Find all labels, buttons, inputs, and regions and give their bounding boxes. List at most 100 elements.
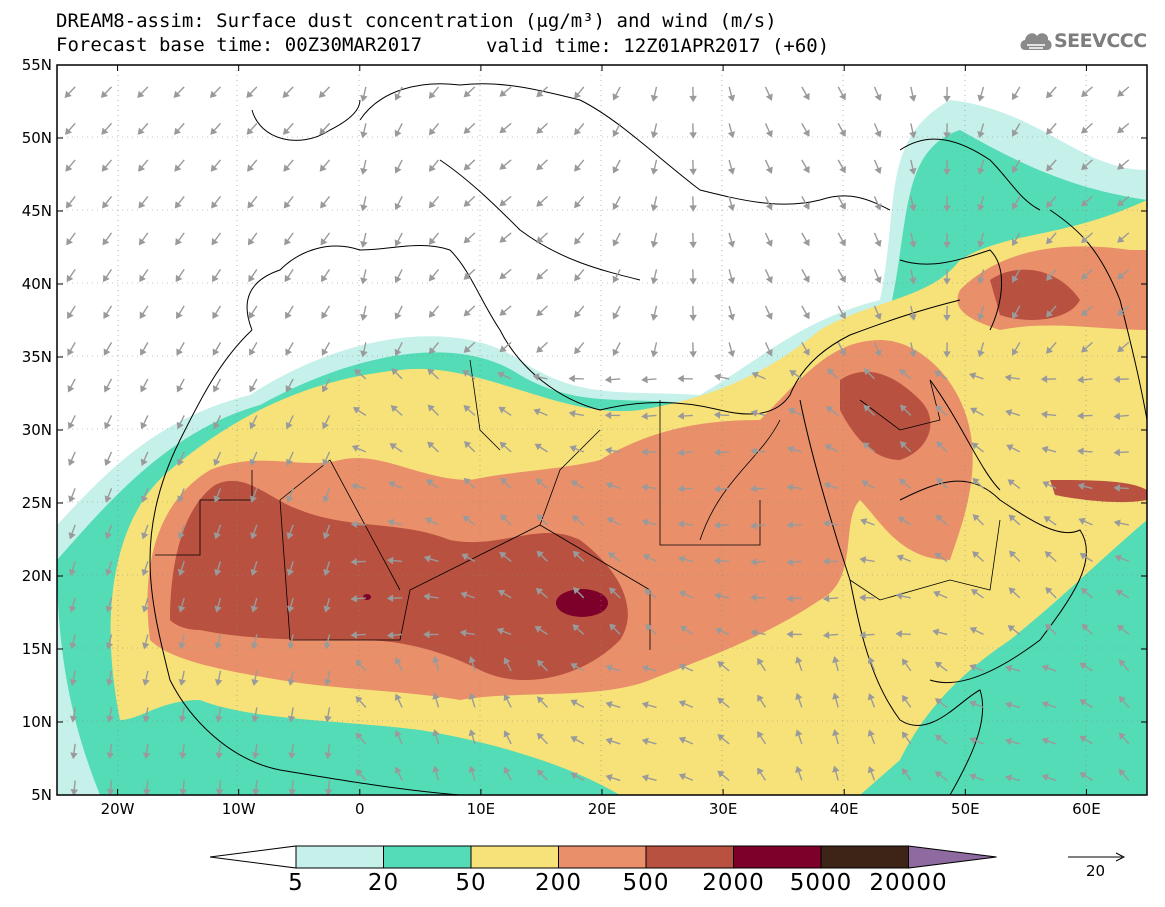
- wind-arrow-head: [105, 605, 113, 613]
- wind-arrow-head: [689, 351, 697, 358]
- wind-arrow-head: [394, 129, 402, 138]
- wind-arrow-head: [795, 656, 803, 664]
- wind-arrow-head: [717, 661, 725, 669]
- wind-arrow-head: [1113, 412, 1121, 420]
- wind-arrow-head: [972, 551, 980, 559]
- wind-arrow-head: [802, 129, 810, 137]
- wind-arrow-head: [765, 93, 773, 101]
- wind-arrow-head: [645, 624, 653, 632]
- wind-arrow-head: [283, 201, 291, 209]
- colorbar-label: 2000: [702, 870, 765, 896]
- wind-arrow-head: [497, 589, 506, 597]
- wind-arrow-head: [714, 627, 723, 635]
- wind-arrow-head: [499, 551, 507, 559]
- wind-arrow-head: [138, 201, 146, 209]
- wind-arrow-head: [322, 495, 330, 503]
- wind-arrow-head: [321, 348, 329, 356]
- wind-arrow-head: [969, 663, 977, 672]
- wind-arrow-head: [727, 240, 736, 248]
- wind-arrow-head: [138, 237, 146, 246]
- colorbar-segment: [733, 845, 822, 869]
- wind-arrow-head: [499, 162, 507, 170]
- lat-label: 30N: [22, 421, 52, 439]
- wind-arrow-head: [463, 441, 472, 449]
- wind-arrow-head: [1113, 484, 1120, 492]
- wind-arrow-head: [574, 91, 582, 99]
- wind-arrow-head: [394, 166, 402, 174]
- wind-arrow-head: [874, 312, 882, 321]
- wind-arrow-head: [943, 205, 951, 212]
- lat-label: 10N: [22, 713, 52, 731]
- wind-arrow-head: [68, 568, 77, 577]
- wind-arrow-head: [650, 350, 659, 358]
- wind-arrow-head: [570, 699, 578, 707]
- wind-arrow-head: [568, 410, 576, 418]
- wind-arrow-head: [969, 372, 977, 380]
- wind-arrow-head: [354, 368, 362, 376]
- wind-arrow-head: [423, 630, 430, 639]
- wind-arrow-head: [969, 736, 977, 745]
- wind-arrow-head: [934, 734, 943, 742]
- wind-arrow-head: [432, 656, 440, 664]
- wind-arrow-head: [323, 678, 332, 686]
- wind-arrow-head: [786, 483, 794, 492]
- wind-arrow-head: [1012, 129, 1019, 137]
- wind-arrow-head: [1005, 737, 1013, 746]
- wind-arrow-head: [1046, 237, 1054, 245]
- wind-arrow-head: [678, 773, 687, 781]
- wind-arrow-head: [713, 521, 721, 530]
- wind-arrow-head: [360, 350, 368, 358]
- wind-arrow-head: [428, 127, 436, 136]
- wind-arrow-head: [66, 237, 73, 246]
- wind-arrow-head: [104, 458, 112, 466]
- wind-arrow-head: [355, 695, 363, 704]
- wind-arrow-head: [874, 203, 882, 211]
- wind-arrow-head: [874, 276, 882, 284]
- wind-arrow-head: [612, 202, 620, 211]
- wind-arrow-head: [901, 658, 909, 666]
- wind-arrow-head: [214, 678, 223, 686]
- wind-arrow-head: [839, 129, 846, 137]
- wind-arrow-head: [1046, 127, 1054, 135]
- wind-arrow-head: [394, 693, 402, 701]
- wind-arrow-head: [650, 167, 659, 175]
- wind-arrow-head: [102, 237, 110, 246]
- wind-arrow-head: [179, 788, 188, 795]
- wind-arrow-head: [321, 311, 328, 319]
- wind-arrow-head: [571, 515, 580, 523]
- wind-arrow-head: [250, 605, 259, 613]
- wind-arrow-head: [1045, 623, 1053, 631]
- wind-arrow-head: [765, 239, 773, 247]
- wind-arrow-head: [765, 312, 773, 320]
- wind-arrow-head: [323, 642, 332, 650]
- wind-arrow-head: [141, 642, 150, 650]
- wind-arrow-head: [650, 131, 659, 139]
- wind-arrow-head: [211, 237, 219, 246]
- wind-arrow-head: [1012, 311, 1019, 320]
- wind-arrow-head: [388, 481, 396, 489]
- wind-arrow-head: [178, 678, 187, 686]
- wind-arrow-head: [572, 587, 581, 595]
- wind-arrow-head: [69, 715, 78, 723]
- wind-arrow-head: [424, 517, 433, 525]
- wind-arrow-head: [106, 715, 114, 723]
- wind-arrow-head: [211, 201, 218, 209]
- wind-arrow-head: [177, 568, 186, 577]
- wind-arrow-head: [1117, 89, 1125, 97]
- wind-arrow-head: [322, 421, 330, 430]
- wind-arrow-head: [909, 131, 917, 139]
- wind-arrow-head: [899, 404, 908, 412]
- wind-arrow-head: [499, 235, 507, 243]
- wind-arrow-head: [141, 568, 149, 577]
- wind-arrow-head: [69, 605, 77, 613]
- wind-arrow-head: [288, 788, 297, 795]
- wind-arrow-head: [178, 605, 186, 613]
- wind-arrow-head: [176, 421, 184, 430]
- wind-arrow-head: [386, 631, 394, 639]
- logo-text: SEEVCCC: [1054, 30, 1147, 52]
- wind-arrow-head: [717, 770, 725, 778]
- wind-arrow-head: [1117, 235, 1125, 243]
- wind-arrow-head: [1041, 773, 1049, 782]
- wind-arrow-head: [689, 95, 697, 103]
- wind-arrow-head: [285, 385, 293, 393]
